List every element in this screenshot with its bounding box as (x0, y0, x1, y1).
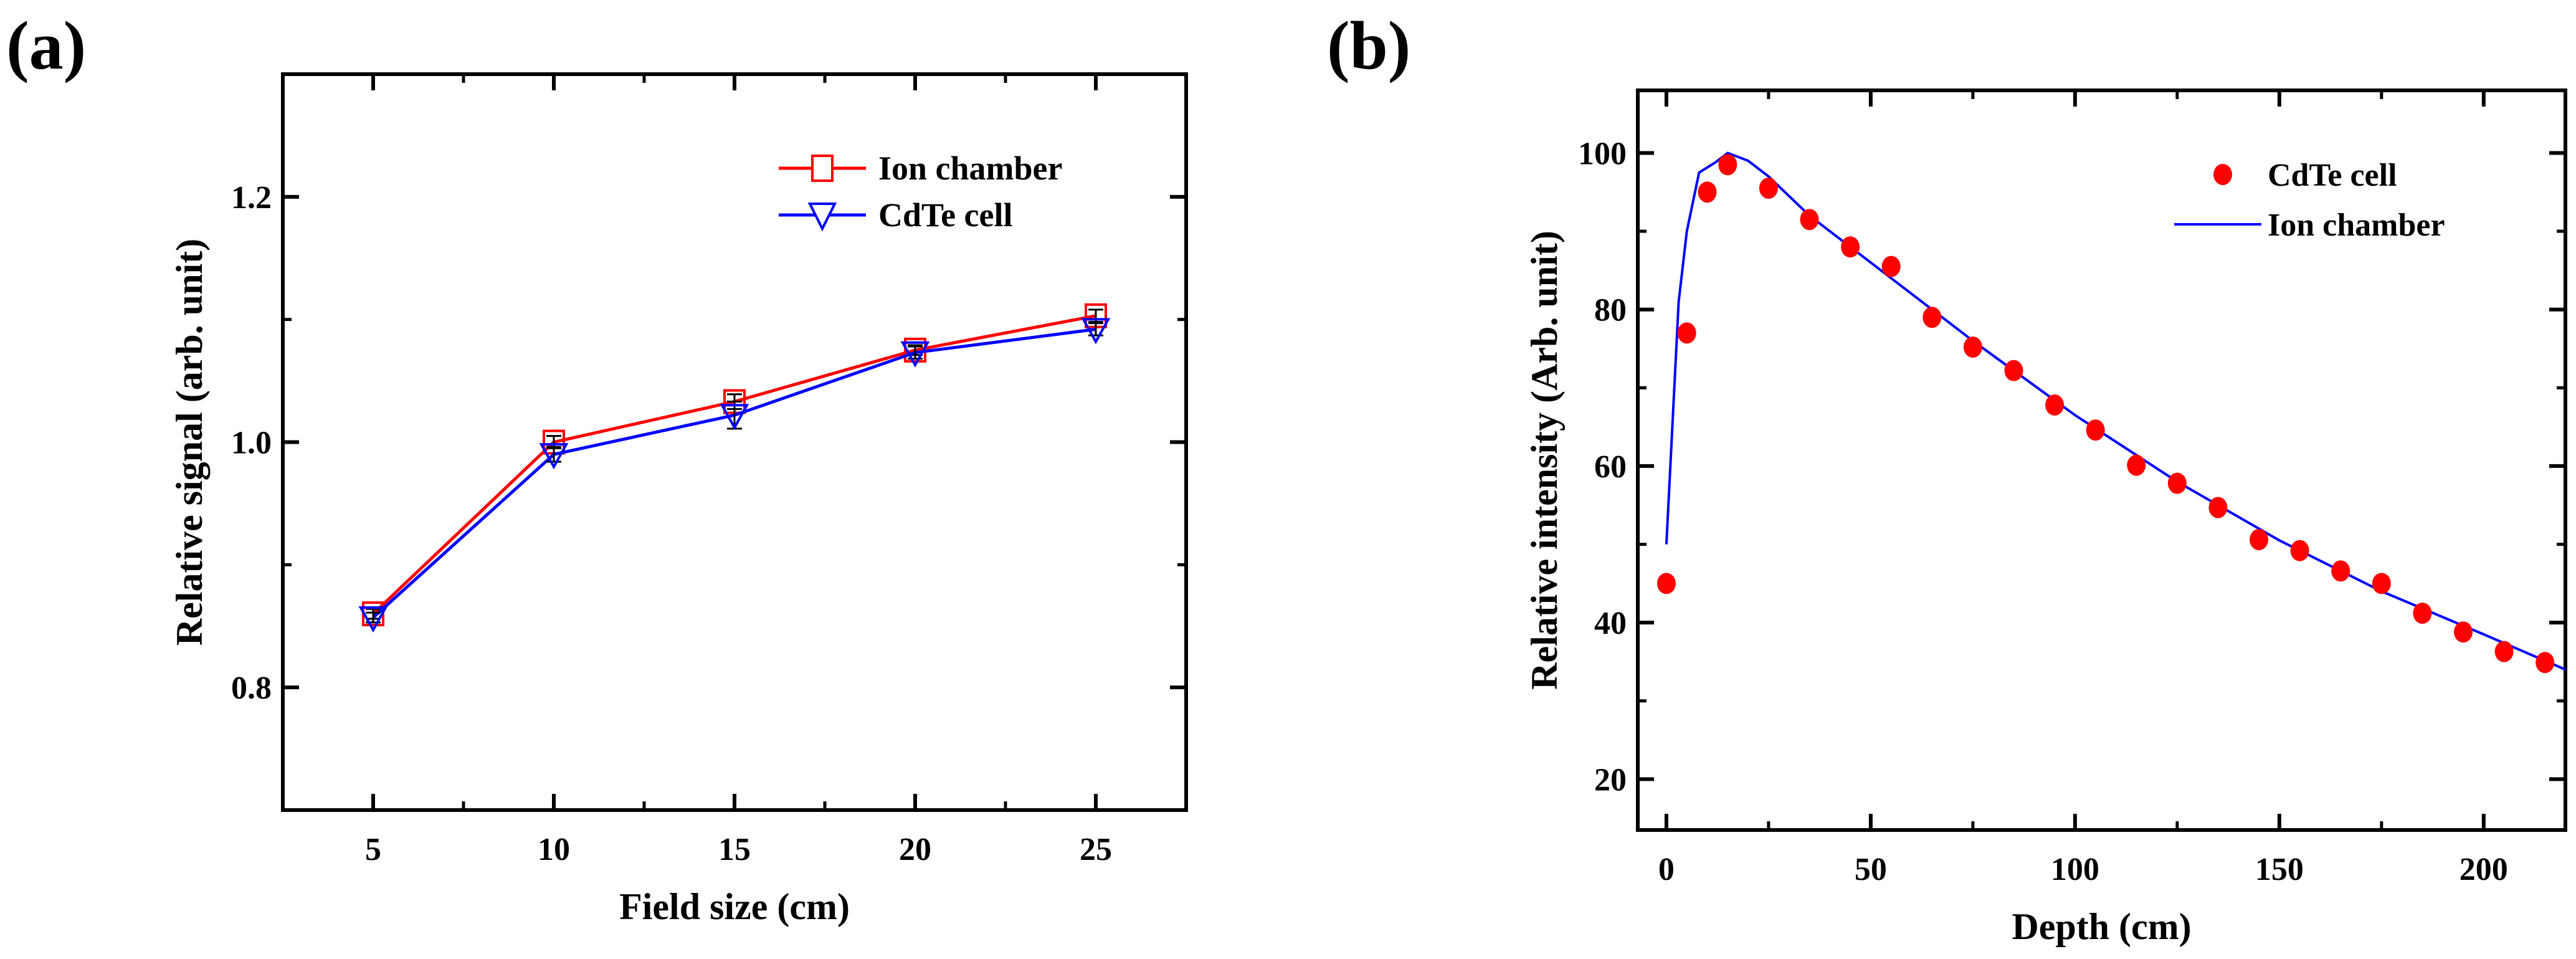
y-axis-label: Relative signal (arb. unit) (169, 239, 210, 646)
data-point-triangle (539, 443, 569, 470)
data-point-circle (2494, 641, 2514, 662)
chart-b: 0 50 100 150 200 20 40 60 80 100 Depth (cm) Relativ… (1524, 88, 2567, 947)
data-point-circle (1881, 255, 1901, 277)
series-line-1 (372, 327, 1096, 619)
data-point-circle (1677, 322, 1696, 344)
data-point-circle (1718, 154, 1737, 176)
y-tick-label: 60 (1594, 449, 1627, 485)
data-point-circle (1656, 573, 1676, 594)
data-point-circle (2004, 360, 2023, 381)
data-point-circle (1841, 236, 1860, 258)
x-tick-label: 15 (718, 832, 751, 867)
data-point-circle (2290, 540, 2309, 561)
y-tick-label: 40 (1594, 606, 1627, 641)
y-tick-label: 1.0 (231, 426, 272, 461)
legend-label: CdTe cell (2268, 158, 2397, 193)
y-tick-label: 1.2 (231, 180, 272, 216)
legend-marker-circle (2213, 164, 2232, 185)
x-tick-label: 25 (1080, 832, 1112, 867)
y-tick-label: 0.8 (231, 670, 272, 706)
x-tick-label: 200 (2460, 852, 2508, 887)
data-point-circle (2045, 394, 2065, 416)
data-point-triangle (720, 404, 749, 431)
series-line-0 (372, 314, 1096, 615)
data-point-triangle (1081, 318, 1111, 345)
y-axis-label: Relative intensity (Arb. unit) (1524, 231, 1565, 690)
data-point-circle (1759, 178, 1778, 199)
data-point-circle (2536, 652, 2555, 674)
x-axis-label: Depth (cm) (2012, 906, 2191, 947)
data-point-circle (1800, 209, 1819, 231)
data-point-triangle (358, 606, 388, 633)
data-point-circle (2086, 419, 2105, 441)
x-tick-label: 5 (365, 832, 381, 867)
y-tick-label: 100 (1578, 136, 1627, 171)
y-tick-label: 20 (1594, 762, 1627, 798)
x-axis-label: Field size (cm) (619, 886, 850, 927)
data-point-circle (2167, 472, 2187, 494)
x-tick-label: 150 (2255, 852, 2304, 887)
data-point-circle (2372, 573, 2391, 594)
legend-label: CdTe cell (878, 196, 1013, 234)
legend-marker-square (811, 155, 834, 182)
chart-a: 5 10 15 20 25 0.8 1.0 1.2 Field size (cm) Relativ… (169, 72, 1188, 927)
x-tick-label: 50 (1855, 852, 1887, 887)
data-point-circle (1698, 181, 1717, 203)
data-point-circle (2331, 560, 2350, 582)
legend-label: Ion chamber (2268, 208, 2445, 243)
x-tick-label: 0 (1658, 852, 1675, 887)
x-tick-label: 20 (899, 832, 931, 867)
panel-label-b: (b) (1327, 7, 1410, 83)
panel-label-a: (a) (6, 7, 86, 83)
data-point-circle (2454, 621, 2473, 643)
legend-marker-triangle (807, 203, 837, 232)
x-tick-label: 100 (2051, 852, 2099, 887)
x-tick-label: 10 (538, 832, 570, 867)
legend-label: Ion chamber (878, 150, 1063, 187)
data-point-circle (1922, 307, 1942, 328)
plot-frame (1636, 88, 2567, 832)
y-tick-label: 80 (1594, 293, 1627, 328)
data-point-circle (1963, 336, 1982, 358)
data-point-circle (2208, 497, 2228, 518)
data-point-circle (2250, 528, 2269, 550)
data-point-circle (2413, 603, 2432, 624)
data-point-triangle (900, 341, 930, 368)
data-point-circle (2127, 454, 2146, 476)
